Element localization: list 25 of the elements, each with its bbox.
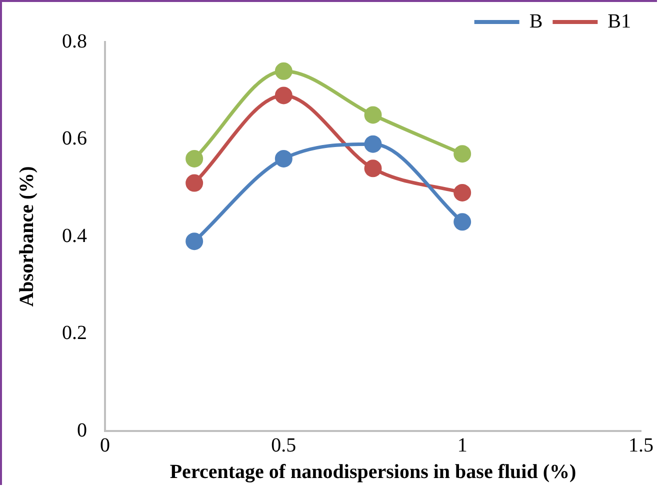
point [274, 86, 292, 104]
point [454, 145, 472, 163]
y-axis-title: Absorbance (%) [16, 166, 38, 307]
x-tick-label: 1.5 [628, 434, 654, 456]
point [454, 213, 472, 231]
point [454, 184, 472, 202]
x-tick-label: 0.5 [271, 434, 296, 456]
x-tick-label: 0 [100, 434, 110, 456]
point [364, 135, 382, 153]
point [274, 62, 292, 80]
y-tick-label: 0 [77, 419, 87, 442]
legend-label: B [529, 10, 543, 32]
point [274, 150, 292, 168]
legend-label: B1 [608, 10, 632, 32]
point [186, 150, 204, 168]
point [186, 232, 204, 250]
x-axis-title: Percentage of nanodispersions in base fluid (%) [170, 461, 576, 484]
x-tick-label: 1 [457, 434, 468, 456]
y-tick-label: 0.6 [62, 128, 87, 150]
point [186, 174, 204, 192]
y-tick-label: 0.8 [62, 30, 87, 52]
y-tick-label: 0.4 [62, 224, 87, 247]
y-tick-label: 0.2 [62, 322, 87, 344]
point [364, 106, 382, 124]
point [364, 160, 382, 178]
